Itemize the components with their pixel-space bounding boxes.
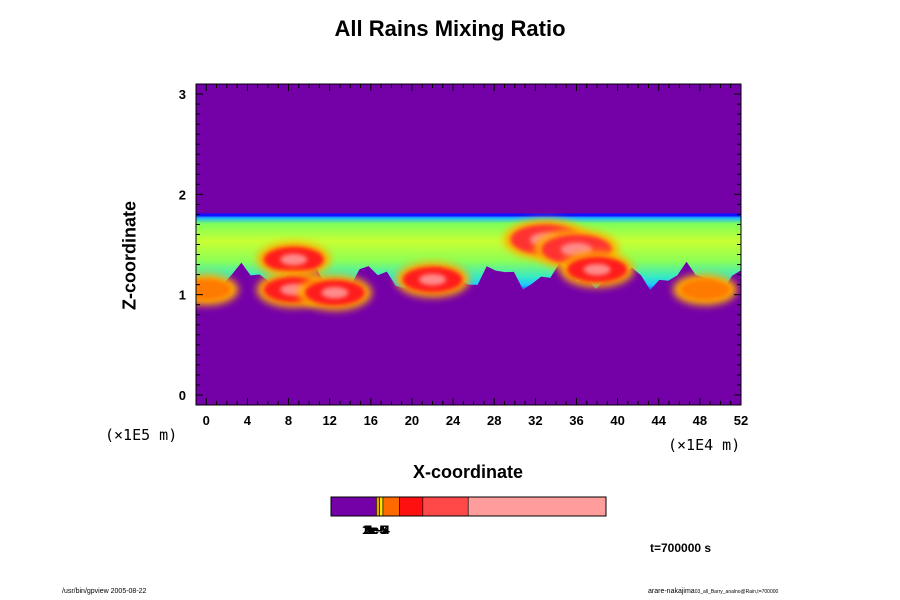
y-tick-labels: 0 1 2 3	[179, 87, 186, 403]
time-label: t=700000 s	[650, 541, 712, 555]
colorbar-segment	[382, 496, 400, 517]
colorbar-tick-label: 5e-5	[364, 523, 389, 537]
footer-file: 03_all_Barry_analno@Rain,t=700000	[694, 589, 779, 595]
x-tick-labels: 0 4 8 12 16 20 24 28 32 36 40 44 48 52	[203, 413, 749, 428]
colorbar-tick-label: 5e-4	[365, 523, 390, 537]
x-tick-label: 24	[446, 413, 461, 428]
x-tick-label: 12	[322, 413, 336, 428]
chart-title: All Rains Mixing Ratio	[334, 16, 566, 41]
footer-command: /usr/bin/gpview 2005-08-22	[62, 588, 147, 595]
colorbar-segment	[379, 496, 384, 517]
y-axis-label: Z-coordinate	[119, 201, 140, 311]
footer-author: arare-nakajima	[648, 588, 695, 595]
colorbar-segment	[467, 496, 607, 517]
x-tick-label: 52	[734, 413, 748, 428]
colorbar-tick-label: 2e-5	[363, 523, 388, 537]
x-axis-label: X-coordinate	[412, 462, 523, 482]
x-tick-label: 36	[569, 413, 583, 428]
x-tick-label: 0	[203, 413, 210, 428]
y-tick-label: 2	[179, 187, 186, 202]
colorbar-segment	[422, 496, 469, 517]
x-tick-label: 4	[244, 413, 252, 428]
x-tick-label: 16	[364, 413, 378, 428]
colorbar-segment	[376, 496, 380, 517]
rain-cell	[560, 251, 635, 288]
rain-cell	[297, 274, 372, 311]
colorbar-segment	[399, 496, 424, 517]
colorbar	[330, 496, 607, 517]
rain-cell	[256, 241, 331, 278]
x-tick-label: 40	[610, 413, 624, 428]
rain-cell	[673, 274, 738, 306]
footer-source: arare-nakajima03_all_Barry_analno@Rain,t…	[648, 588, 778, 595]
x-tick-label: 48	[693, 413, 707, 428]
x-tick-label: 20	[405, 413, 419, 428]
y-tick-label: 0	[179, 388, 186, 403]
y-tick-label: 1	[179, 288, 186, 303]
colorbar-tick-label: 1e-4	[365, 523, 390, 537]
x-tick-label: 8	[285, 413, 292, 428]
axis-ticks	[196, 83, 742, 406]
x-tick-label: 44	[652, 413, 667, 428]
colorbar-segment	[330, 496, 377, 517]
rain-cells	[196, 219, 738, 311]
rain-cell	[196, 274, 239, 306]
layer-top-edge	[196, 213, 741, 217]
y-unit-label: (×1E5 m)	[105, 426, 177, 444]
x-tick-label: 32	[528, 413, 542, 428]
x-tick-label: 28	[487, 413, 501, 428]
colorbar-tick-label: 1e-5	[362, 523, 387, 537]
colorbar-tick-label: 2e-4	[365, 523, 390, 537]
y-tick-label: 3	[179, 87, 186, 102]
x-unit-label: (×1E4 m)	[668, 436, 740, 454]
rain-cell	[395, 261, 470, 298]
